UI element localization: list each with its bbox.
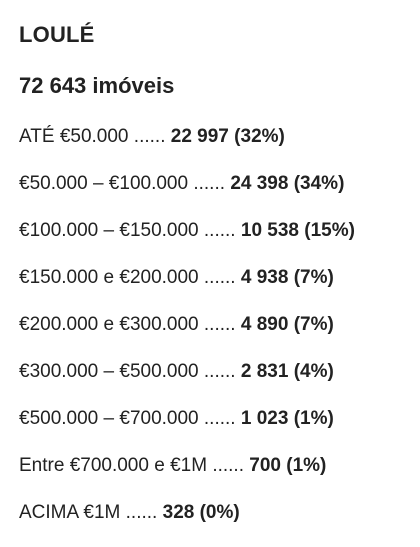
dot-leader: ......	[203, 314, 236, 335]
price-range-row: €200.000 e €300.000 ...... 4 890 (7%)	[19, 312, 355, 359]
price-range-label: €50.000 – €100.000	[19, 173, 189, 194]
listing-percentage: (1%)	[286, 455, 327, 476]
price-range-label: Entre €700.000 e €1M	[19, 455, 208, 476]
price-range-row: €150.000 e €200.000 ...... 4 938 (7%)	[19, 265, 355, 312]
price-range-row: ACIMA €1M ...... 328 (0%)	[19, 500, 355, 547]
listing-percentage: (7%)	[293, 314, 334, 335]
listing-count: 22 997	[170, 126, 229, 147]
dot-leader: ......	[203, 267, 236, 288]
price-range-label: €100.000 – €150.000	[19, 220, 199, 241]
region-title: LOULÉ	[19, 22, 95, 47]
dot-leader: ......	[212, 455, 244, 476]
price-range-row: €300.000 – €500.000 ...... 2 831 (4%)	[19, 359, 355, 406]
dot-leader: ......	[203, 220, 236, 241]
listing-percentage: (7%)	[293, 267, 334, 288]
listing-count: 10 538	[240, 220, 299, 241]
dot-leader: ......	[133, 126, 166, 147]
dot-leader: ......	[125, 502, 158, 523]
price-range-row: ATÉ €50.000 ...... 22 997 (32%)	[19, 124, 355, 171]
price-range-list: ATÉ €50.000 ...... 22 997 (32%) €50.000 …	[19, 124, 355, 547]
listing-count: 1 023	[240, 408, 289, 429]
listing-count: 328	[162, 502, 195, 523]
listing-count: 2 831	[240, 361, 289, 382]
price-range-label: ATÉ €50.000	[19, 126, 129, 147]
dot-leader: ......	[203, 361, 236, 382]
price-range-label: €200.000 e €300.000	[19, 314, 199, 335]
listing-percentage: (15%)	[304, 220, 355, 241]
price-range-label: ACIMA €1M	[19, 502, 121, 523]
listing-percentage: (4%)	[293, 361, 334, 382]
listing-count: 700	[249, 455, 281, 476]
listing-percentage: (1%)	[293, 408, 334, 429]
dot-leader: ......	[193, 173, 226, 194]
listing-percentage: (32%)	[234, 126, 285, 147]
listing-count: 4 938	[240, 267, 289, 288]
price-range-row: €500.000 – €700.000 ...... 1 023 (1%)	[19, 406, 355, 453]
price-range-row: €50.000 – €100.000 ...... 24 398 (34%)	[19, 171, 355, 218]
listing-count: 4 890	[240, 314, 289, 335]
price-range-label: €300.000 – €500.000	[19, 361, 199, 382]
price-range-label: €150.000 e €200.000	[19, 267, 199, 288]
listing-percentage: (34%)	[293, 173, 345, 194]
dot-leader: ......	[203, 408, 236, 429]
price-range-label: €500.000 – €700.000	[19, 408, 199, 429]
listing-percentage: (0%)	[199, 502, 240, 523]
price-range-row: €100.000 – €150.000 ...... 10 538 (15%)	[19, 218, 355, 265]
total-listings: 72 643 imóveis	[19, 73, 175, 98]
listing-count: 24 398	[230, 173, 289, 194]
price-range-row: Entre €700.000 e €1M ...... 700 (1%)	[19, 453, 355, 500]
